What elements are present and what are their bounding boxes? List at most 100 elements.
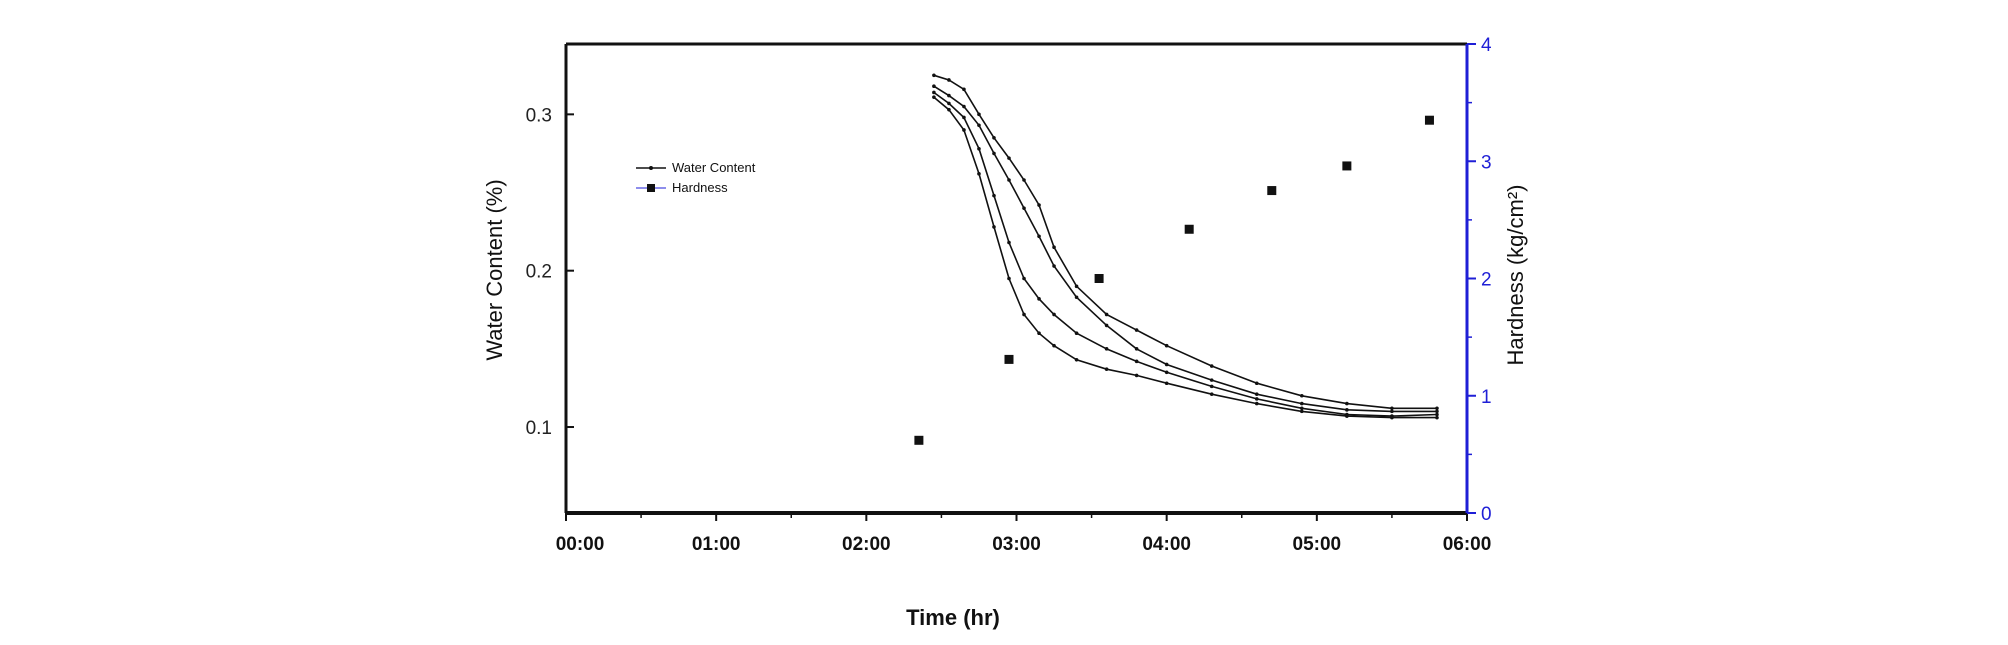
water-content-point [1345,408,1349,412]
y-right-axis-title: Hardness (kg/cm²) [1503,185,1528,366]
hardness-point [1267,186,1277,196]
water-content-point [1134,359,1139,364]
water-content-point [1134,373,1139,378]
water-content-curve-3 [933,91,1438,417]
x-tick-label: 04:00 [1142,534,1191,555]
water-content-point [1074,331,1079,336]
water-content-point [932,73,936,78]
water-content-point [1007,240,1011,245]
water-content-point [1254,381,1259,386]
y-right-tick-label: 2 [1481,270,1492,291]
water-content-point [1052,245,1056,250]
water-content-point [1052,264,1056,268]
y-left-tick-label: 0.2 [526,262,552,283]
water-content-point [1345,414,1349,418]
water-content-point [1104,312,1109,317]
water-content-point [1254,392,1259,396]
water-content-point [1104,323,1109,328]
hardness-point [1004,354,1014,364]
water-content-point [1007,156,1011,160]
water-content-point [1104,367,1109,371]
water-content-point [992,151,996,156]
water-content-point [1074,295,1079,300]
y-right-axis: 0 1 2 3 4 [1465,35,1492,525]
legend-water-content-label: Water Content [672,160,756,175]
water-content-point [1052,312,1056,317]
hardness-point [1184,224,1194,234]
water-content-point [1435,406,1439,411]
water-content-point [1104,347,1109,351]
water-content-point [1074,284,1079,289]
hardness-point [914,435,924,445]
water-content-point [1074,357,1079,362]
water-content-point [1164,370,1169,375]
water-content-point [1345,401,1349,406]
y-right-tick-label: 4 [1481,35,1492,56]
x-tick-label: 01:00 [692,534,741,555]
y-left-axis: 0.1 0.2 0.3 [526,105,574,439]
legend-hardness-square [647,184,655,192]
legend: Water Content Hardness [636,160,756,195]
y-right-tick-label: 3 [1481,152,1492,173]
y-right-tick-label: 0 [1481,504,1492,525]
water-content-point [1390,409,1394,414]
water-content-point [977,123,981,128]
water-content-point [932,84,936,89]
x-axis: 00:00 01:00 02:00 03:00 04:00 05:00 06:00 [556,513,1492,555]
water-content-point [977,171,981,176]
water-content-point [1209,392,1214,396]
water-content-point [947,107,951,112]
water-content-point [947,78,951,82]
water-content-point [1022,178,1026,182]
water-content-point [1435,415,1439,420]
water-content-point [1022,206,1026,210]
water-content-point [1052,343,1056,348]
y-right-tick-label: 1 [1481,387,1492,408]
water-content-point [1037,203,1041,207]
water-content-point [1300,409,1304,414]
water-content-point [1435,412,1439,417]
y-left-axis-title: Water Content (%) [482,179,507,360]
water-content-point [962,87,966,92]
x-tick-label: 03:00 [992,534,1041,555]
water-content-point [1037,331,1041,336]
water-content-point [1300,401,1304,406]
legend-water-content-dot [649,166,653,170]
legend-hardness-label: Hardness [672,180,728,195]
y-left-tick-label: 0.1 [526,418,552,439]
water-content-point [962,104,966,109]
water-content-point [1209,384,1214,389]
water-content-point [1164,381,1169,386]
water-content-point [1134,328,1139,332]
water-content-point [992,225,996,229]
water-content-point [1254,397,1259,401]
x-tick-label: 06:00 [1443,534,1492,555]
water-content-point [1134,347,1139,351]
y-left-tick-label: 0.3 [526,105,552,126]
water-content-point [962,115,966,120]
water-content-point [1164,362,1169,367]
hardness-point [1094,274,1104,283]
water-content-point [947,93,951,98]
series-layer [914,73,1439,445]
water-content-point [1007,178,1011,182]
water-content-point [1209,364,1214,368]
x-tick-label: 05:00 [1293,534,1342,555]
water-content-point [947,101,951,106]
water-content-point [1300,393,1304,398]
water-content-point [1209,378,1214,382]
water-content-point [992,136,996,140]
water-content-point [932,90,936,95]
water-content-point [932,95,936,99]
water-content-point [977,112,981,117]
hardness-point [1342,161,1352,171]
water-content-point [1390,406,1394,411]
water-content-point [977,146,981,151]
water-content-point [1037,297,1041,301]
water-content-point [1435,409,1439,414]
hardness-point [1424,115,1434,125]
water-content-point [962,128,966,132]
x-tick-label: 00:00 [556,534,605,555]
water-content-point [1254,401,1259,406]
